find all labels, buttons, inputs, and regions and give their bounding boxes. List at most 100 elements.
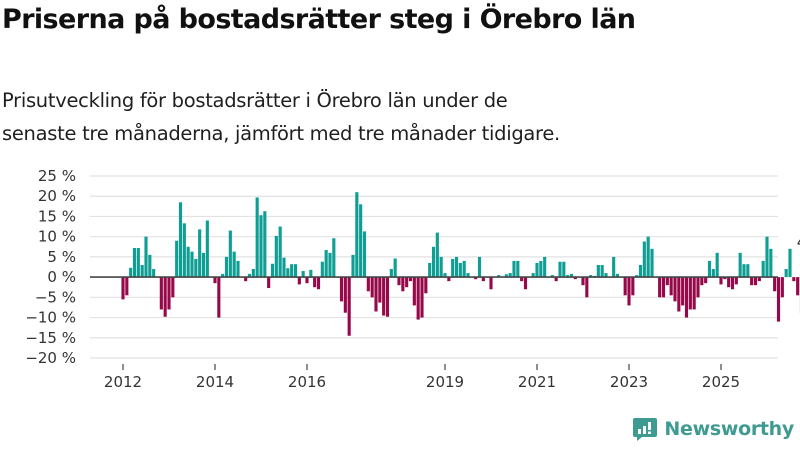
bars xyxy=(121,192,800,336)
bar xyxy=(420,277,424,318)
y-tick-label: 25 % xyxy=(38,167,76,185)
bar xyxy=(773,277,777,292)
bar xyxy=(424,277,428,294)
bar xyxy=(213,277,217,284)
bar xyxy=(700,277,704,286)
bar xyxy=(167,277,171,310)
bar xyxy=(362,231,367,278)
bar xyxy=(301,271,305,278)
bar-chart: 25 % 20 % 15 % 10 % 5 % 0 % −5 % −10 % −15 % −20 … xyxy=(25,167,800,391)
bar xyxy=(746,264,750,278)
bar xyxy=(458,262,462,278)
y-tick-label: −20 % xyxy=(25,349,76,367)
bar xyxy=(707,260,712,278)
bar xyxy=(489,277,493,290)
bar xyxy=(692,277,696,310)
bar xyxy=(681,277,685,306)
y-tick-label: 20 % xyxy=(38,187,76,205)
bar xyxy=(669,277,673,296)
bar xyxy=(224,256,229,278)
bar xyxy=(704,277,708,284)
bar xyxy=(339,277,344,302)
chart-subtitle: Prisutveckling för bostadsrätter i Örebr… xyxy=(2,89,560,145)
bar xyxy=(293,264,298,278)
last-value-annotation: 4 % xyxy=(797,235,800,251)
y-tick-label: −5 % xyxy=(35,288,76,306)
bar xyxy=(431,246,436,278)
bar xyxy=(274,235,278,278)
bar xyxy=(596,264,600,278)
bar xyxy=(355,192,359,278)
bar xyxy=(784,269,788,278)
bar xyxy=(600,264,604,278)
y-tick-label: 0 % xyxy=(47,268,76,286)
bar xyxy=(481,277,485,282)
bar xyxy=(428,262,432,278)
bar xyxy=(236,260,240,278)
bar xyxy=(585,277,589,298)
bar xyxy=(412,277,416,306)
bar xyxy=(205,220,209,278)
bar xyxy=(267,277,271,289)
bar xyxy=(328,252,332,278)
bar xyxy=(401,277,405,292)
bar xyxy=(677,277,681,312)
bar xyxy=(723,277,727,280)
bar xyxy=(343,277,347,313)
bar xyxy=(270,263,275,278)
bar xyxy=(320,261,324,278)
bar xyxy=(221,273,225,278)
bar xyxy=(397,277,401,286)
bar xyxy=(186,246,190,278)
bar xyxy=(324,250,328,278)
bar xyxy=(727,277,731,288)
x-tick-label: 2012 xyxy=(104,373,142,391)
bar xyxy=(734,277,738,285)
bar xyxy=(573,277,577,280)
bar xyxy=(765,236,769,278)
bar xyxy=(194,258,198,278)
bar xyxy=(780,277,784,298)
y-tick-label: 5 % xyxy=(47,248,76,266)
bar xyxy=(512,260,516,278)
bar xyxy=(558,261,562,278)
x-tick-label: 2016 xyxy=(288,373,326,391)
x-tick-label: 2014 xyxy=(196,373,234,391)
bar xyxy=(684,277,689,318)
bar xyxy=(171,277,175,298)
bar xyxy=(389,269,393,278)
bar xyxy=(520,277,524,282)
bar xyxy=(796,277,800,296)
bar xyxy=(148,254,152,278)
bar xyxy=(259,215,263,278)
bar xyxy=(393,258,397,278)
bar xyxy=(562,261,566,278)
bar xyxy=(251,269,255,278)
bar xyxy=(631,277,635,296)
bar xyxy=(742,264,746,278)
bar xyxy=(121,277,125,300)
bar xyxy=(313,277,317,288)
bar xyxy=(447,277,451,282)
bar xyxy=(228,230,232,278)
bar xyxy=(282,257,286,278)
y-tick-label: 15 % xyxy=(38,207,76,225)
x-tick-label: 2021 xyxy=(518,373,556,391)
bar xyxy=(477,256,482,278)
bar xyxy=(589,275,593,278)
bar xyxy=(658,277,662,298)
bar xyxy=(178,202,183,278)
bar xyxy=(435,232,439,278)
bar xyxy=(497,275,501,278)
y-axis-ticks: 25 % 20 % 15 % 10 % 5 % 0 % −5 % −10 % −15 % −20 … xyxy=(25,167,76,367)
bar xyxy=(642,241,646,278)
bar xyxy=(761,260,765,278)
bar xyxy=(451,258,455,278)
bar xyxy=(152,269,156,278)
bar xyxy=(715,252,719,278)
bar xyxy=(263,211,267,278)
bar xyxy=(332,238,336,278)
y-tick-label: −15 % xyxy=(25,329,76,347)
bar xyxy=(159,277,163,310)
bar xyxy=(711,269,715,278)
